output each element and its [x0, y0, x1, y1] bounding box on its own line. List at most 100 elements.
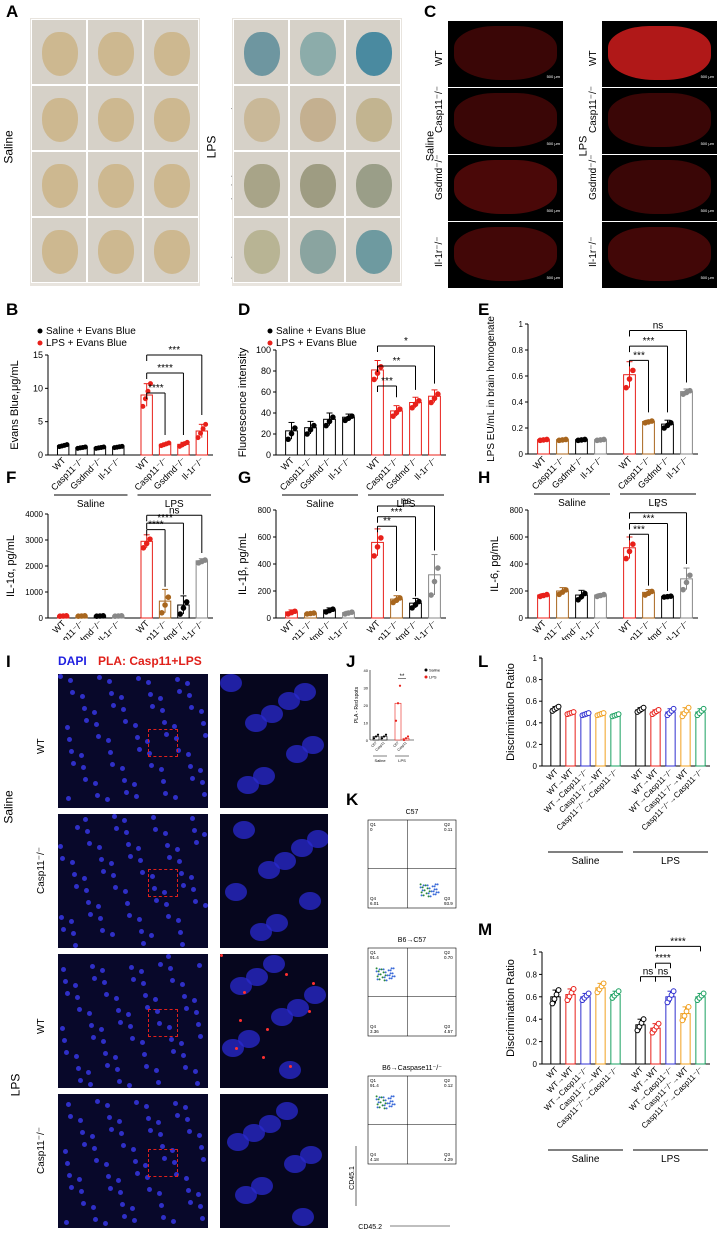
scale-bar-label: 500 μm: [700, 275, 714, 280]
y-axis-label: CD45.1: [349, 1166, 356, 1190]
nucleus: [118, 1190, 123, 1195]
nucleus: [82, 1142, 87, 1147]
sig-label: ***: [643, 336, 655, 347]
y-axis-label: LPS EU/mL in brain homogenate: [486, 316, 497, 462]
event-dot: [390, 1095, 393, 1098]
treatment-label-saline-a: Saline: [1, 130, 16, 164]
brain-image: [233, 85, 289, 151]
separator: [602, 154, 717, 155]
group-label: LPS: [661, 1154, 680, 1165]
nucleus: [147, 751, 152, 756]
data-point: [323, 422, 329, 429]
nucleus: [87, 1011, 92, 1016]
panel-label-j: J: [346, 652, 356, 671]
quadrant-value: 6.01: [370, 901, 379, 906]
nucleus: [291, 839, 313, 857]
nucleus: [65, 725, 70, 730]
nucleus: [199, 709, 204, 714]
brain-image: [233, 217, 289, 283]
y-tick-label: 0: [266, 450, 271, 460]
bar: [610, 714, 621, 767]
nucleus: [63, 979, 68, 984]
nucleus: [193, 899, 198, 904]
sig-label: **: [400, 674, 405, 680]
nucleus: [127, 913, 132, 918]
data-point: [285, 436, 291, 443]
nucleus: [187, 1129, 192, 1134]
nucleus: [122, 1214, 127, 1219]
nucleus: [114, 996, 119, 1001]
y-tick-label: 1: [533, 654, 538, 663]
nucleus: [170, 978, 175, 983]
zoom-box: [148, 1009, 178, 1037]
nucleus: [168, 966, 173, 971]
quadrant-label: Q3: [444, 1024, 451, 1029]
nucleus: [200, 1216, 205, 1221]
event-dot: [376, 1106, 379, 1109]
nucleus: [93, 1217, 98, 1222]
nucleus: [180, 982, 185, 987]
nucleus: [66, 1102, 71, 1107]
event-dot: [388, 1105, 391, 1108]
nucleus: [161, 1215, 166, 1220]
data-point: [668, 593, 674, 599]
nucleus: [158, 696, 163, 701]
nucleus: [128, 1024, 133, 1029]
event-dot: [427, 892, 430, 895]
nucleus: [136, 676, 141, 681]
nucleus: [108, 750, 113, 755]
plot-title: B6→Caspase11⁻/⁻: [382, 1065, 442, 1072]
brain-section-image: [608, 93, 711, 147]
nucleus: [202, 832, 207, 837]
event-dot: [379, 1101, 382, 1104]
event-dot: [420, 894, 423, 897]
zoom-box: [148, 729, 178, 757]
event-dot: [430, 890, 433, 893]
nucleus: [271, 1008, 293, 1026]
nucleus: [139, 969, 144, 974]
data-point: [435, 391, 441, 397]
data-point: [140, 403, 146, 409]
nucleus: [109, 861, 114, 866]
nucleus: [85, 829, 90, 834]
nucleus: [159, 767, 164, 772]
nucleus: [237, 776, 259, 794]
brain-shape: [98, 164, 134, 208]
y-axis-label: IL-6, pg/mL: [489, 536, 501, 592]
data-point: [404, 737, 408, 740]
brain-shape: [244, 98, 280, 142]
data-point: [668, 420, 674, 426]
data-point: [700, 705, 707, 712]
flow-cytometry-k: C57Q10Q20.11Q46.01Q393.9B6→C57Q191.4Q20.…: [349, 809, 457, 1231]
brain-section-image: [608, 26, 711, 80]
category-label: Casp11: [397, 741, 408, 752]
brain-shape: [244, 32, 280, 76]
data-point: [630, 541, 636, 547]
nucleus: [144, 1064, 149, 1069]
y-tick-label: 0.6: [526, 993, 538, 1002]
event-dot: [390, 977, 393, 980]
brain-shape: [300, 98, 336, 142]
quadrant-value: 0: [370, 827, 373, 832]
y-tick-label: 0.2: [512, 424, 524, 433]
legend-pla: PLA: Casp11+LPS: [98, 654, 202, 668]
data-point: [563, 436, 569, 443]
nucleus: [92, 1146, 97, 1151]
sig-label: *: [404, 336, 408, 347]
data-point: [685, 704, 692, 711]
nucleus: [138, 858, 143, 863]
nucleus: [95, 1099, 100, 1104]
data-point: [626, 548, 633, 555]
event-dot: [375, 970, 378, 973]
legend-dot: [424, 675, 428, 679]
event-dot: [386, 974, 389, 977]
treatment-label-lps-c: LPS: [577, 135, 590, 157]
nucleus: [222, 1039, 244, 1057]
nucleus: [106, 1174, 111, 1179]
y-tick-label: 40: [364, 668, 369, 673]
brain-shape: [356, 164, 392, 208]
row-genotype-label: WT: [36, 738, 47, 754]
event-dot: [389, 969, 392, 972]
